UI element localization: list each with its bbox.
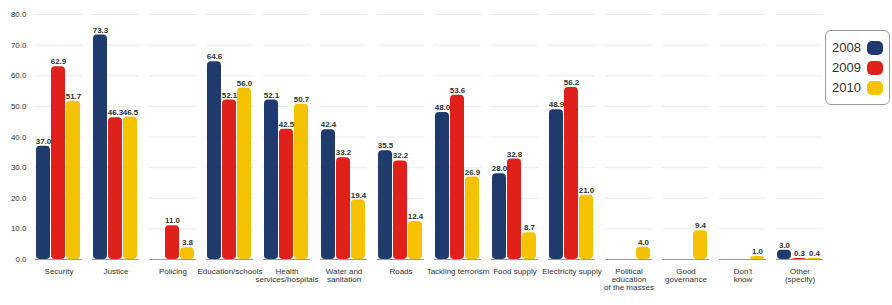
html-text:2010: 2010 — [832, 80, 861, 95]
svg-text:Politicaleducationof the masse: Politicaleducationof the masses — [604, 267, 654, 292]
svg-text:0.0: 0.0 — [15, 255, 27, 264]
svg-text:Tackling terrorism: Tackling terrorism — [427, 267, 490, 276]
svg-text:50.7: 50.7 — [294, 95, 310, 104]
svg-text:Policing: Policing — [159, 267, 187, 276]
svg-text:28.0: 28.0 — [492, 164, 508, 173]
svg-text:50.0: 50.0 — [11, 102, 27, 111]
svg-text:40.0: 40.0 — [11, 133, 27, 142]
svg-text:60.0: 60.0 — [11, 71, 27, 80]
svg-text:3.0: 3.0 — [779, 241, 791, 250]
svg-text:Electricity supply: Electricity supply — [542, 267, 602, 276]
svg-text:9.4: 9.4 — [695, 221, 707, 230]
svg-text:10.0: 10.0 — [11, 224, 27, 233]
svg-text:Other(specify): Other(specify) — [785, 267, 816, 284]
svg-text:80.0: 80.0 — [11, 10, 27, 19]
svg-text:52.1: 52.1 — [222, 91, 238, 100]
svg-text:64.6: 64.6 — [207, 52, 223, 61]
svg-text:19.4: 19.4 — [351, 191, 367, 200]
svg-text:8.7: 8.7 — [524, 223, 536, 232]
svg-text:Security: Security — [45, 267, 74, 276]
svg-text:30.0: 30.0 — [11, 163, 27, 172]
svg-text:56.0: 56.0 — [237, 79, 253, 88]
svg-text:46.3: 46.3 — [108, 108, 124, 117]
svg-text:Goodgovernance: Goodgovernance — [665, 267, 707, 284]
svg-text:51.7: 51.7 — [66, 92, 82, 101]
svg-text:1.0: 1.0 — [752, 247, 764, 256]
svg-text:48.0: 48.0 — [435, 103, 451, 112]
svg-text:Food supply: Food supply — [493, 267, 537, 276]
svg-text:12.4: 12.4 — [408, 212, 424, 221]
svg-text:Education/schools: Education/schools — [198, 267, 263, 276]
svg-text:21.0: 21.0 — [579, 186, 595, 195]
svg-text:3.8: 3.8 — [182, 238, 194, 247]
svg-text:42.5: 42.5 — [279, 120, 295, 129]
svg-text:37.0: 37.0 — [36, 137, 52, 146]
svg-text:48.9: 48.9 — [549, 100, 565, 109]
svg-text:Roads: Roads — [389, 267, 412, 276]
svg-text:73.3: 73.3 — [93, 26, 109, 35]
svg-text:Justice: Justice — [104, 267, 129, 276]
svg-text:35.5: 35.5 — [378, 141, 394, 150]
svg-text:56.2: 56.2 — [564, 78, 580, 87]
svg-text:62.9: 62.9 — [51, 57, 67, 66]
svg-text:4.0: 4.0 — [638, 238, 650, 247]
html-text:2009: 2009 — [832, 60, 861, 75]
svg-text:53.6: 53.6 — [450, 86, 466, 95]
svg-text:42.4: 42.4 — [321, 120, 337, 129]
svg-text:26.9: 26.9 — [465, 168, 481, 177]
svg-text:32.8: 32.8 — [507, 150, 523, 159]
svg-text:70.0: 70.0 — [11, 41, 27, 50]
svg-text:33.2: 33.2 — [336, 148, 352, 157]
svg-text:0.4: 0.4 — [809, 249, 821, 258]
svg-text:52.1: 52.1 — [264, 91, 280, 100]
svg-text:46.5: 46.5 — [123, 108, 139, 117]
svg-text:0.3: 0.3 — [794, 249, 806, 258]
svg-text:11.0: 11.0 — [165, 216, 181, 225]
svg-text:Water andsanitation: Water andsanitation — [326, 267, 363, 284]
html-text:2008: 2008 — [832, 40, 861, 55]
svg-text:Healthservices/hospitals: Healthservices/hospitals — [255, 267, 318, 284]
svg-text:20.0: 20.0 — [11, 194, 27, 203]
svg-text:Don'tknow: Don'tknow — [734, 267, 753, 284]
svg-text:32.2: 32.2 — [393, 151, 409, 160]
